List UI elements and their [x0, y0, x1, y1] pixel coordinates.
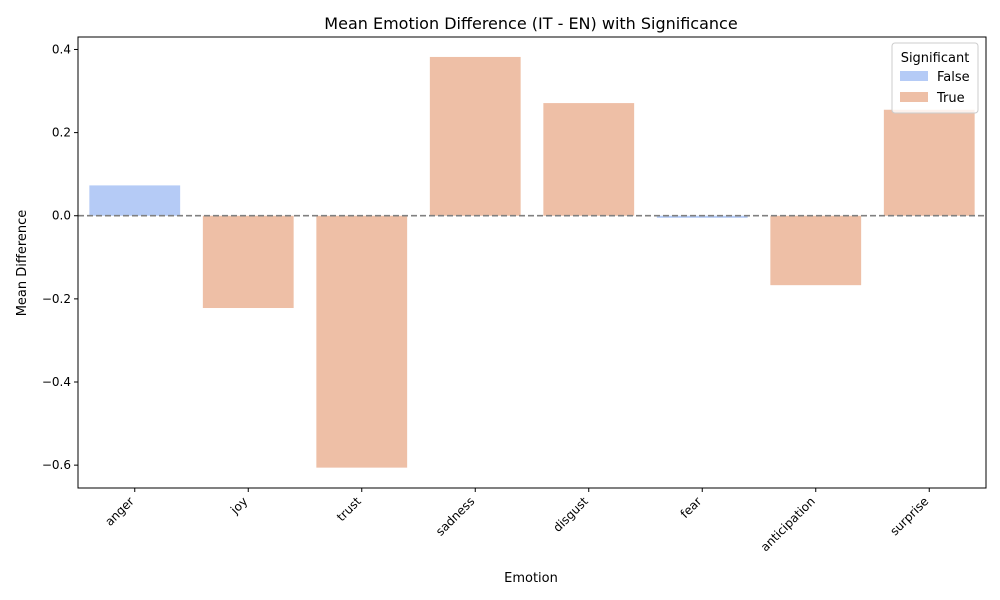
y-tick-label: −0.6 — [42, 458, 71, 472]
x-tick-label-anger: anger — [102, 494, 137, 529]
x-tick-label-sadness: sadness — [433, 494, 477, 538]
bar-joy — [202, 215, 294, 309]
chart-title: Mean Emotion Difference (IT - EN) with S… — [324, 14, 737, 33]
legend-swatch-true — [900, 92, 928, 102]
plot-frame — [77, 36, 987, 489]
x-tick-label-anticipation: anticipation — [758, 494, 818, 554]
bar-surprise — [883, 109, 975, 216]
bar-sadness — [429, 56, 521, 216]
x-tick-label-disgust: disgust — [550, 494, 591, 535]
y-tick-label: 0.4 — [52, 42, 71, 56]
bar-anticipation — [770, 215, 862, 286]
bar-fear — [656, 215, 748, 218]
plot-area: −0.6 −0.4 −0.2 0.0 0.2 0.4 anger joy trust sadnes… — [42, 36, 987, 554]
x-tick-label-joy: joy — [227, 494, 250, 517]
x-axis-label: Emotion — [504, 571, 558, 586]
y-tick-label: 0.2 — [52, 126, 71, 140]
legend-title: Significant — [901, 51, 970, 66]
y-axis-label: Mean Difference — [15, 210, 30, 317]
bar-anger — [89, 185, 181, 216]
bar-disgust — [543, 103, 635, 216]
legend: Significant False True — [891, 42, 979, 114]
bar-trust — [316, 215, 408, 468]
x-tick-label-trust: trust — [334, 494, 364, 524]
y-tick-label: −0.2 — [42, 292, 71, 306]
x-tick-label-surprise: surprise — [887, 494, 931, 538]
legend-swatch-false — [900, 71, 928, 81]
legend-label-false: False — [937, 70, 970, 85]
y-tick-label: 0.0 — [52, 209, 71, 223]
legend-label-true: True — [936, 91, 965, 106]
x-tick-label-fear: fear — [678, 494, 705, 521]
y-tick-label: −0.4 — [42, 375, 71, 389]
